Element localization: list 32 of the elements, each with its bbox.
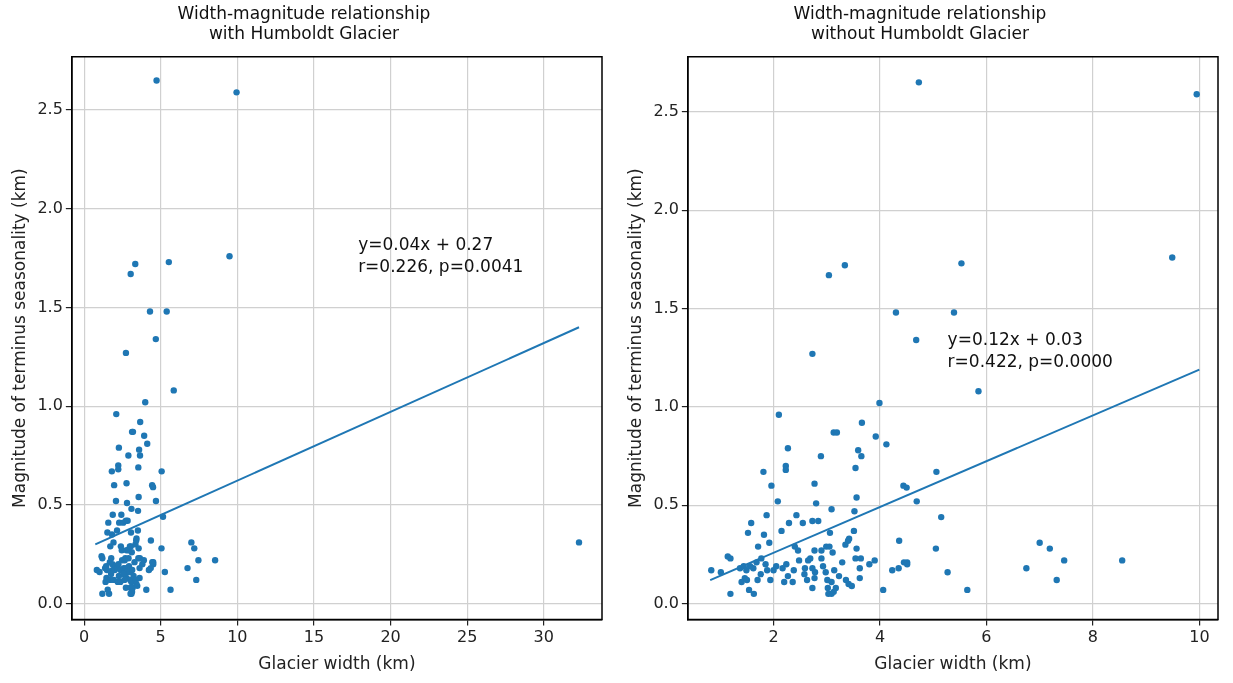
y-tick-label: 2.5 — [37, 99, 63, 119]
y-axis-title: Magnitude of terminus seasonality (km) — [8, 168, 29, 508]
x-tick-label: 10 — [1189, 627, 1210, 647]
x-tick-label: 4 — [874, 627, 886, 647]
y-tick-label: 1.5 — [37, 296, 63, 316]
x-tick-label: 10 — [227, 627, 248, 647]
x-tick-label: 30 — [533, 627, 554, 647]
x-tick-label: 6 — [981, 627, 992, 647]
y-tick-label: 2.0 — [37, 197, 63, 217]
y-tick-label: 2.0 — [653, 199, 679, 219]
x-tick-label: 5 — [155, 627, 166, 647]
x-axis-title: Glacier width (km) — [258, 653, 416, 674]
y-tick-label: 0.5 — [37, 494, 63, 514]
x-tick-label: 20 — [380, 627, 401, 647]
y-tick-label: 1.0 — [37, 395, 63, 415]
y-tick-label: 2.5 — [653, 101, 679, 121]
x-tick-label: 25 — [456, 627, 478, 647]
y-tick-label: 1.0 — [653, 396, 679, 416]
annotation: y=0.04x + 0.27 r=0.226, p=0.0041 — [358, 233, 524, 276]
y-axis-title: Magnitude of terminus seasonality (km) — [624, 168, 645, 508]
y-tick-label: 0.5 — [653, 494, 679, 514]
chart-title: Width-magnitude relationship with Humboldt Glacier — [177, 2, 431, 44]
y-tick-label: 1.5 — [653, 297, 679, 317]
annotation: y=0.12x + 0.03 r=0.422, p=0.0000 — [947, 329, 1113, 372]
x-axis-title: Glacier width (km) — [874, 653, 1032, 674]
y-tick-label: 0.0 — [653, 592, 679, 612]
chart-title: Width-magnitude relationship without Humboldt Glacier — [793, 2, 1047, 44]
y-tick-label: 0.0 — [37, 592, 63, 612]
x-tick-label: 15 — [303, 627, 325, 647]
x-tick-label: 0 — [79, 627, 90, 647]
x-tick-label: 8 — [1087, 627, 1099, 647]
x-tick-label: 2 — [768, 627, 779, 647]
